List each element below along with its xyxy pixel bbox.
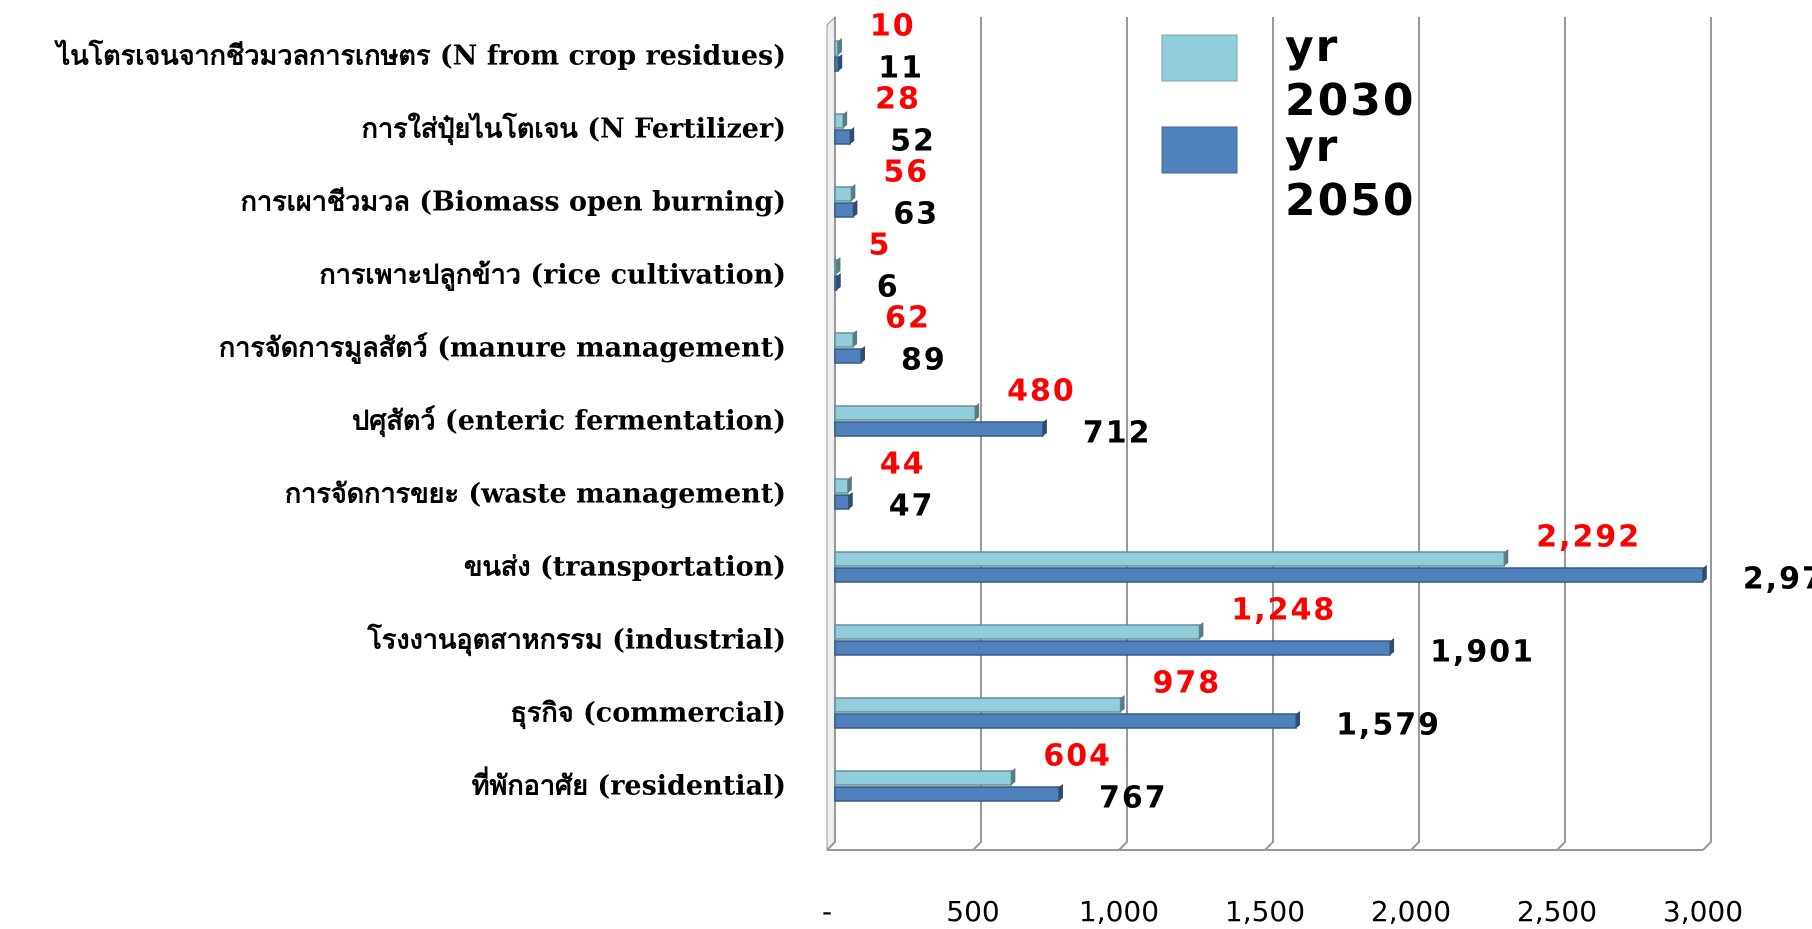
category-label: การจัดการมูลสัตว์ (manure management) [219,332,786,365]
value-label: 62 [885,301,931,336]
legend-swatch [1161,126,1238,174]
bar [834,640,1391,656]
bar-side [851,184,856,201]
grid-line [1410,17,1420,851]
bar-side [853,200,858,217]
bar-side [1390,638,1395,655]
bar [834,478,849,494]
bar [834,713,1297,729]
value-label: 2,972 [1743,562,1812,597]
bar [834,275,838,291]
bar-side [836,273,841,290]
bar [834,348,862,364]
category-label: ปศุสัตว์ (enteric fermentation) [352,405,786,438]
bar [834,202,855,218]
bar [834,186,853,202]
grid-line [1556,17,1566,851]
value-label: 47 [889,489,935,524]
bar-side [1702,565,1707,582]
value-label: 604 [1043,739,1112,774]
bar [834,770,1013,786]
value-label: 1,248 [1231,593,1336,628]
value-label: 63 [893,197,939,232]
x-tick-label: 3,000 [1663,895,1743,928]
bar [834,551,1506,567]
bar [834,113,844,129]
bar [834,421,1044,437]
value-label: 6 [877,270,900,305]
x-tick-label: - [822,895,832,928]
bar-side [1011,768,1016,785]
category-label: ธุรกิจ (commercial) [510,698,786,730]
value-label: 28 [875,82,921,117]
category-label: การใส่ปุ๋ยไนโตเจน (N Fertilizer) [362,112,786,146]
value-label: 5 [868,228,891,263]
x-tick-label: 1,000 [1079,895,1159,928]
bar-side [1199,622,1204,639]
value-label: 767 [1099,781,1168,816]
x-tick-label: 2,000 [1371,895,1451,928]
plot-wall [826,15,836,852]
value-label: 1,579 [1336,708,1441,743]
bar-side [1058,784,1063,801]
bar [834,494,850,510]
legend-label: yr 2030 [1285,21,1416,126]
bar-side [847,476,852,493]
bar-side [850,127,855,144]
grid-line [1702,17,1712,851]
bar [834,405,976,421]
bar-side [837,38,842,55]
value-label: 1,901 [1430,635,1535,670]
bar-side [1296,711,1301,728]
category-label: โรงงานอุตสาหกรรม (industrial) [366,623,786,657]
bar-side [1120,695,1125,712]
bar-side [1504,549,1509,566]
x-tick-label: 1,500 [1225,895,1305,928]
value-label: 89 [901,343,947,378]
grid-line [1118,17,1128,851]
category-label: ขนส่ง (transportation) [464,552,786,583]
grid-line [1264,17,1274,851]
bar-side [838,54,843,71]
bar-side [860,346,865,363]
bar [834,332,854,348]
bar [834,259,838,275]
value-label: 2,292 [1536,520,1641,555]
bar-side [975,403,980,420]
value-label: 480 [1007,374,1076,409]
value-label: 56 [883,155,929,190]
bar-side [853,330,858,347]
category-label: ไนโตรเจนจากชีวมวลการเกษตร (N from crop r… [54,39,786,72]
category-label: การจัดการขยะ (waste management) [285,479,786,510]
bar-side [836,257,841,274]
bar-side [843,111,848,128]
category-label: ที่พักอาศัย (residential) [472,766,786,802]
bar [834,56,839,72]
bar [834,129,851,145]
legend-swatch [1161,34,1238,82]
bar-side [848,492,853,509]
category-label: การเผาชีวมวล (Biomass open burning) [241,187,786,218]
bar [834,567,1704,583]
bar [834,697,1122,713]
value-label: 712 [1083,416,1152,451]
value-label: 11 [878,51,924,86]
grid-line [972,17,982,851]
value-label: 52 [890,124,936,159]
x-tick-label: 2,500 [1517,895,1597,928]
grid-line [826,17,836,851]
bar [834,786,1060,802]
x-tick-label: 500 [946,895,999,928]
bar [834,624,1201,640]
value-label: 978 [1153,666,1222,701]
category-label: การเพาะปลูกข้าว (rice cultivation) [319,260,786,292]
value-label: 44 [880,447,926,482]
value-label: 10 [870,9,916,44]
bar [834,40,839,56]
legend-label: yr 2050 [1285,121,1416,226]
bar-side [1042,419,1047,436]
